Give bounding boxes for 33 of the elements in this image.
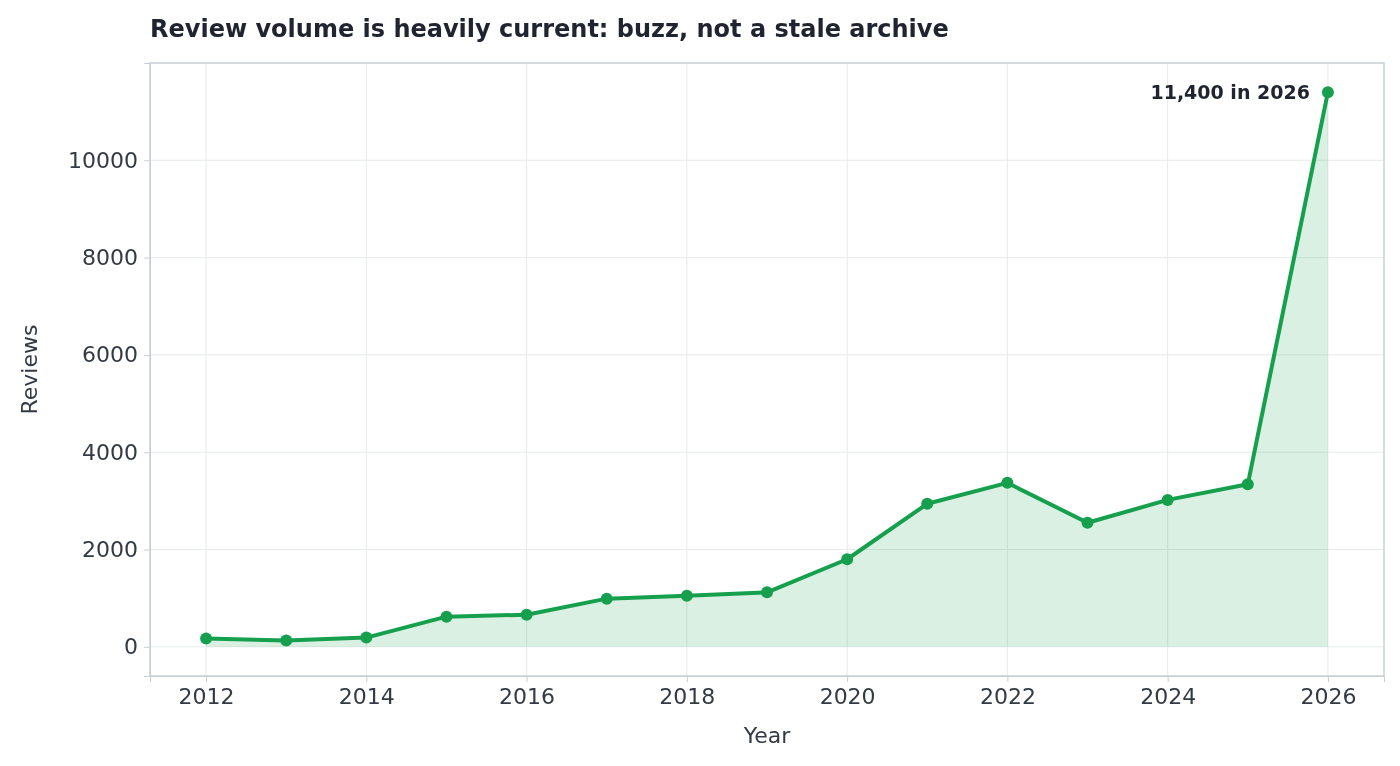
point	[841, 553, 854, 566]
y-axis-title: Reviews	[17, 324, 42, 415]
point	[200, 632, 213, 645]
y-tick-label: 4000	[82, 439, 138, 465]
y-tick-label: 8000	[82, 245, 138, 271]
y-tick-label: 6000	[82, 342, 138, 368]
x-tick-label: 2020	[819, 683, 876, 709]
point	[761, 586, 773, 599]
point	[1161, 493, 1174, 506]
annotation: 11,400 in 2026	[1150, 81, 1310, 104]
y-tick-label: 10000	[68, 147, 138, 173]
point	[1241, 478, 1254, 491]
y-tick-label: 2000	[82, 537, 138, 563]
x-tick-label: 2018	[659, 683, 716, 709]
point	[440, 610, 453, 623]
x-tick-label: 2024	[1140, 683, 1197, 709]
point	[1321, 86, 1334, 99]
x-tick-label: 2026	[1300, 683, 1357, 709]
point	[280, 634, 293, 647]
chart-title: Review volume is heavily current: buzz, not a stale archive	[150, 15, 949, 43]
x-tick-label: 2014	[338, 683, 395, 709]
point	[600, 592, 613, 605]
point	[1081, 516, 1094, 529]
x-tick-label: 2012	[178, 683, 235, 709]
point	[360, 631, 373, 644]
x-tick-label: 2022	[979, 683, 1036, 709]
point	[921, 497, 934, 510]
y-tick-label: 0	[124, 634, 138, 660]
point	[1001, 476, 1014, 489]
x-axis-title: Year	[742, 723, 792, 748]
point	[520, 608, 533, 621]
x-tick-label: 2016	[499, 683, 556, 709]
point	[680, 589, 693, 602]
